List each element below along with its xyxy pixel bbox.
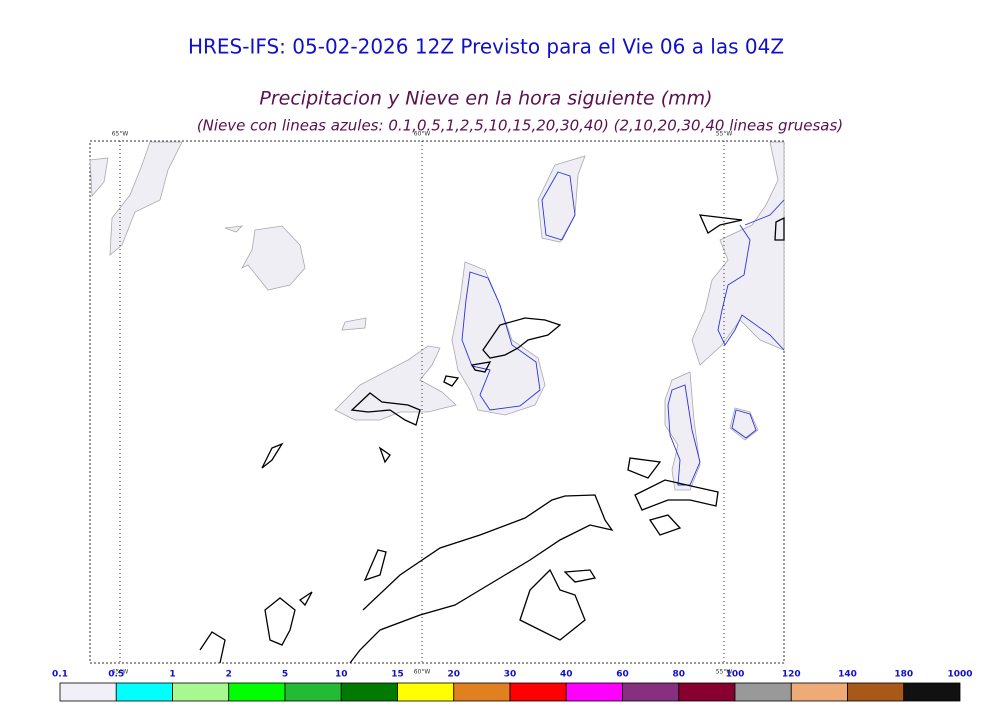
- colorbar-box: [228, 682, 286, 702]
- colorbar-label: 0.5: [108, 670, 124, 680]
- colorbar-label: 80: [672, 670, 685, 680]
- colorbar-box: [340, 682, 398, 702]
- colorbar-box: [734, 682, 792, 702]
- colorbar-label: 10: [335, 670, 348, 680]
- colorbar-label: 2: [226, 670, 232, 680]
- colorbar-label: 0.1: [52, 670, 68, 680]
- colorbar-label: 30: [504, 670, 517, 680]
- colorbar-box: [678, 682, 736, 702]
- colorbar-label: 1: [169, 670, 175, 680]
- colorbar-box: [284, 682, 342, 702]
- colorbar-label: 40: [560, 670, 573, 680]
- colorbar-box: [397, 682, 455, 702]
- colorbar-label: 1000: [947, 670, 972, 680]
- colorbar-label: 100: [726, 670, 745, 680]
- colorbar-box: [59, 682, 117, 702]
- colorbar: 0.1 0.5 1 2 5 10 15 20 30 40 60 80 100 120 140 180 1000: [52, 670, 973, 702]
- colorbar-box: [790, 682, 848, 702]
- colorbar-label: 120: [782, 670, 801, 680]
- colorbar-label: 140: [838, 670, 857, 680]
- colorbar-label: 5: [282, 670, 288, 680]
- colorbar-box: [115, 682, 173, 702]
- colorbar-label: 60: [616, 670, 629, 680]
- colorbar-box: [172, 682, 230, 702]
- colorbar-label: 20: [447, 670, 460, 680]
- title: HRES-IFS: 05-02-2026 12Z Previsto para e…: [188, 35, 784, 59]
- meridian-label: 60°W: [414, 131, 431, 138]
- map: 65°W 60°W 55°W 65°W 60°W 55°W: [89, 131, 785, 676]
- meridian-label: 55°W: [716, 131, 733, 138]
- colorbar-box: [509, 682, 567, 702]
- meridian-label: 60°W: [414, 669, 431, 676]
- meridian-label: 65°W: [112, 131, 129, 138]
- colorbar-label: 180: [894, 670, 913, 680]
- subtitle: Precipitacion y Nieve en la hora siguien…: [259, 88, 712, 110]
- meridian-label: 55°W: [716, 669, 733, 676]
- colorbar-box: [903, 682, 961, 702]
- meridian-label: 65°W: [112, 669, 129, 676]
- colorbar-box: [622, 682, 680, 702]
- note: (Nieve con lineas azules: 0.1,0.5,1,2,5,…: [197, 117, 843, 135]
- colorbar-box: [847, 682, 905, 702]
- colorbar-label: 15: [391, 670, 404, 680]
- colorbar-box: [453, 682, 511, 702]
- colorbar-box: [565, 682, 623, 702]
